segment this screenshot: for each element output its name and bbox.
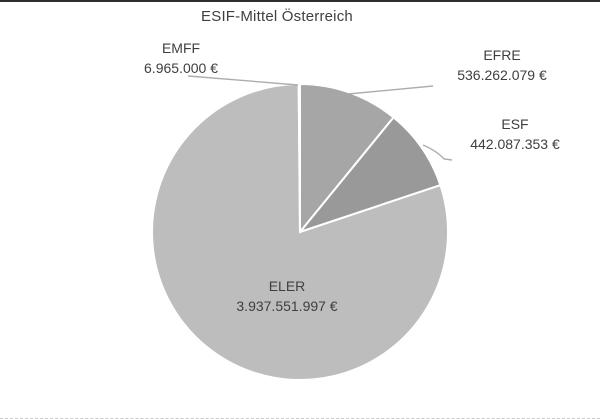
pie-slice-emff bbox=[297, 82, 301, 233]
label-efre-name: EFRE bbox=[483, 47, 521, 63]
leader-line-efre bbox=[347, 85, 434, 95]
leader-line-esf bbox=[422, 144, 453, 161]
label-efre: EFRE 536.262.079 € bbox=[432, 45, 572, 85]
label-eler-value: 3.937.551.997 € bbox=[236, 298, 338, 314]
label-eler-name: ELER bbox=[268, 278, 306, 294]
label-emff: EMFF 6.965.000 € bbox=[111, 38, 251, 78]
label-eler: ELER 3.937.551.997 € bbox=[217, 276, 357, 316]
label-efre-value: 536.262.079 € bbox=[457, 67, 547, 83]
chart-title: ESIF-Mittel Österreich bbox=[201, 8, 353, 25]
label-esf: ESF 442.087.353 € bbox=[445, 114, 585, 154]
pie-slice-esf bbox=[297, 115, 442, 235]
label-emff-value: 6.965.000 € bbox=[144, 60, 218, 76]
label-esf-name: ESF bbox=[501, 116, 529, 132]
label-esf-value: 442.087.353 € bbox=[470, 136, 560, 152]
pie-slices bbox=[151, 82, 449, 381]
leader-line-emff bbox=[187, 75, 299, 86]
pie-slice-efre bbox=[299, 82, 395, 235]
label-emff-name: EMFF bbox=[161, 40, 201, 56]
